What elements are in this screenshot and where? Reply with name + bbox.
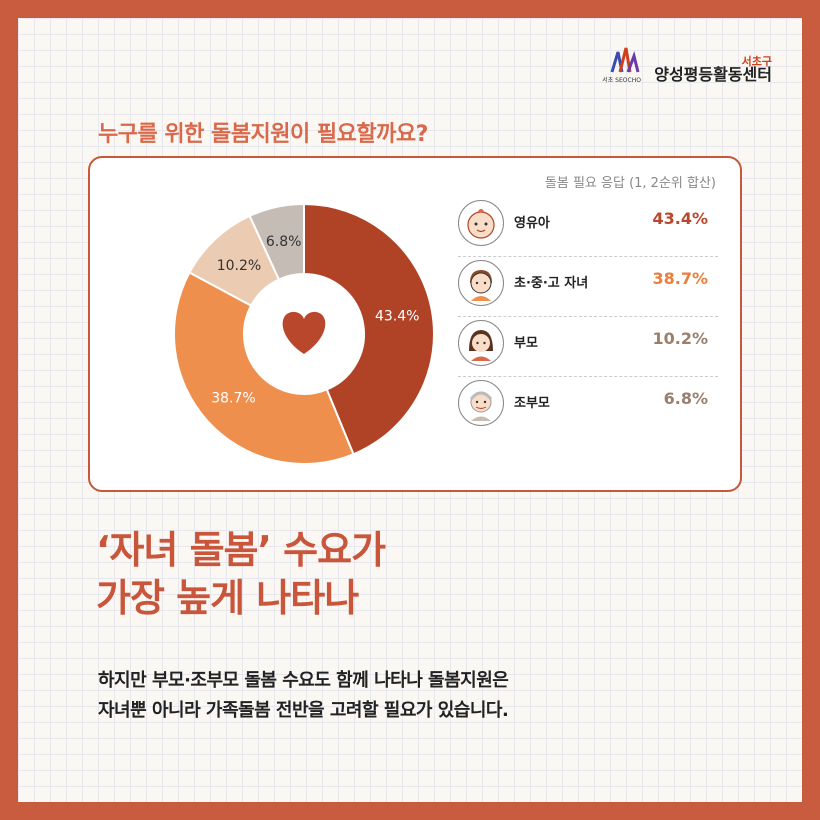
legend-label-grandparent: 조부모 xyxy=(514,396,550,411)
legend-label-infant: 영유아 xyxy=(514,216,550,231)
baby-face-icon xyxy=(458,200,504,246)
chart-note: 돌봄 필요 응답 (1, 2순위 합산) xyxy=(544,176,716,191)
donut-chart: 43.4% 38.7% 10.2% 6.8% xyxy=(173,202,435,465)
body-line-1: 하지만 부모·조부모 돌봄 수요도 함께 나타나 돌봄지원은 xyxy=(98,670,509,691)
poster-frame: 서초 SEOCHO 서초구 양성평등활동센터 누구를 위한 돌봄지원이 필요할까… xyxy=(18,18,802,802)
headline-line-1: ‘자녀 돌봄’ 수요가 xyxy=(96,528,386,572)
legend-value-infant: 43.4% xyxy=(652,209,708,228)
legend-value-parent: 10.2% xyxy=(652,329,708,348)
pie-label-grandparent: 6.8% xyxy=(266,234,302,250)
headline: ‘자녀 돌봄’ 수요가 가장 높게 나타나 xyxy=(96,526,386,622)
logo-title: 서초구 양성평등활동센터 xyxy=(654,55,772,84)
pie-label-parent: 10.2% xyxy=(217,258,261,274)
logo-name: 양성평등활동센터 xyxy=(654,65,772,84)
student-face-icon xyxy=(458,260,504,306)
legend-label-student: 초·중·고 자녀 xyxy=(514,276,589,291)
legend-row-grandparent: 조부모 6.8% xyxy=(458,376,718,436)
heart-icon xyxy=(282,311,326,354)
body-text: 하지만 부모·조부모 돌봄 수요도 함께 나타나 돌봄지원은 자녀뿐 아니라 가… xyxy=(98,666,509,726)
headline-line-2: 가장 높게 나타나 xyxy=(96,576,359,620)
legend-value-grandparent: 6.8% xyxy=(663,389,708,408)
legend-row-infant: 영유아 43.4% xyxy=(458,196,718,257)
logo-subtext: 서초 SEOCHO xyxy=(602,77,641,84)
legend-value-student: 38.7% xyxy=(652,269,708,288)
chart-card: 돌봄 필요 응답 (1, 2순위 합산) 43.4% 38.7% 10.2% 6.8%… xyxy=(88,156,742,492)
question-title: 누구를 위한 돌봄지원이 필요할까요? xyxy=(98,122,428,147)
seocho-logo-icon: 서초 SEOCHO xyxy=(602,44,646,84)
pie-label-infant: 43.4% xyxy=(375,309,419,325)
logo-district: 서초구 xyxy=(741,55,772,68)
legend-row-student: 초·중·고 자녀 38.7% xyxy=(458,256,718,317)
body-line-2: 자녀뿐 아니라 가족돌봄 전반을 고려할 필요가 있습니다. xyxy=(98,700,509,721)
parent-face-icon xyxy=(458,320,504,366)
grandparent-face-icon xyxy=(458,380,504,426)
pie-label-student: 38.7% xyxy=(211,391,255,407)
logo: 서초 SEOCHO 서초구 양성평등활동센터 xyxy=(602,44,772,84)
legend-row-parent: 부모 10.2% xyxy=(458,316,718,377)
legend-label-parent: 부모 xyxy=(514,336,538,351)
